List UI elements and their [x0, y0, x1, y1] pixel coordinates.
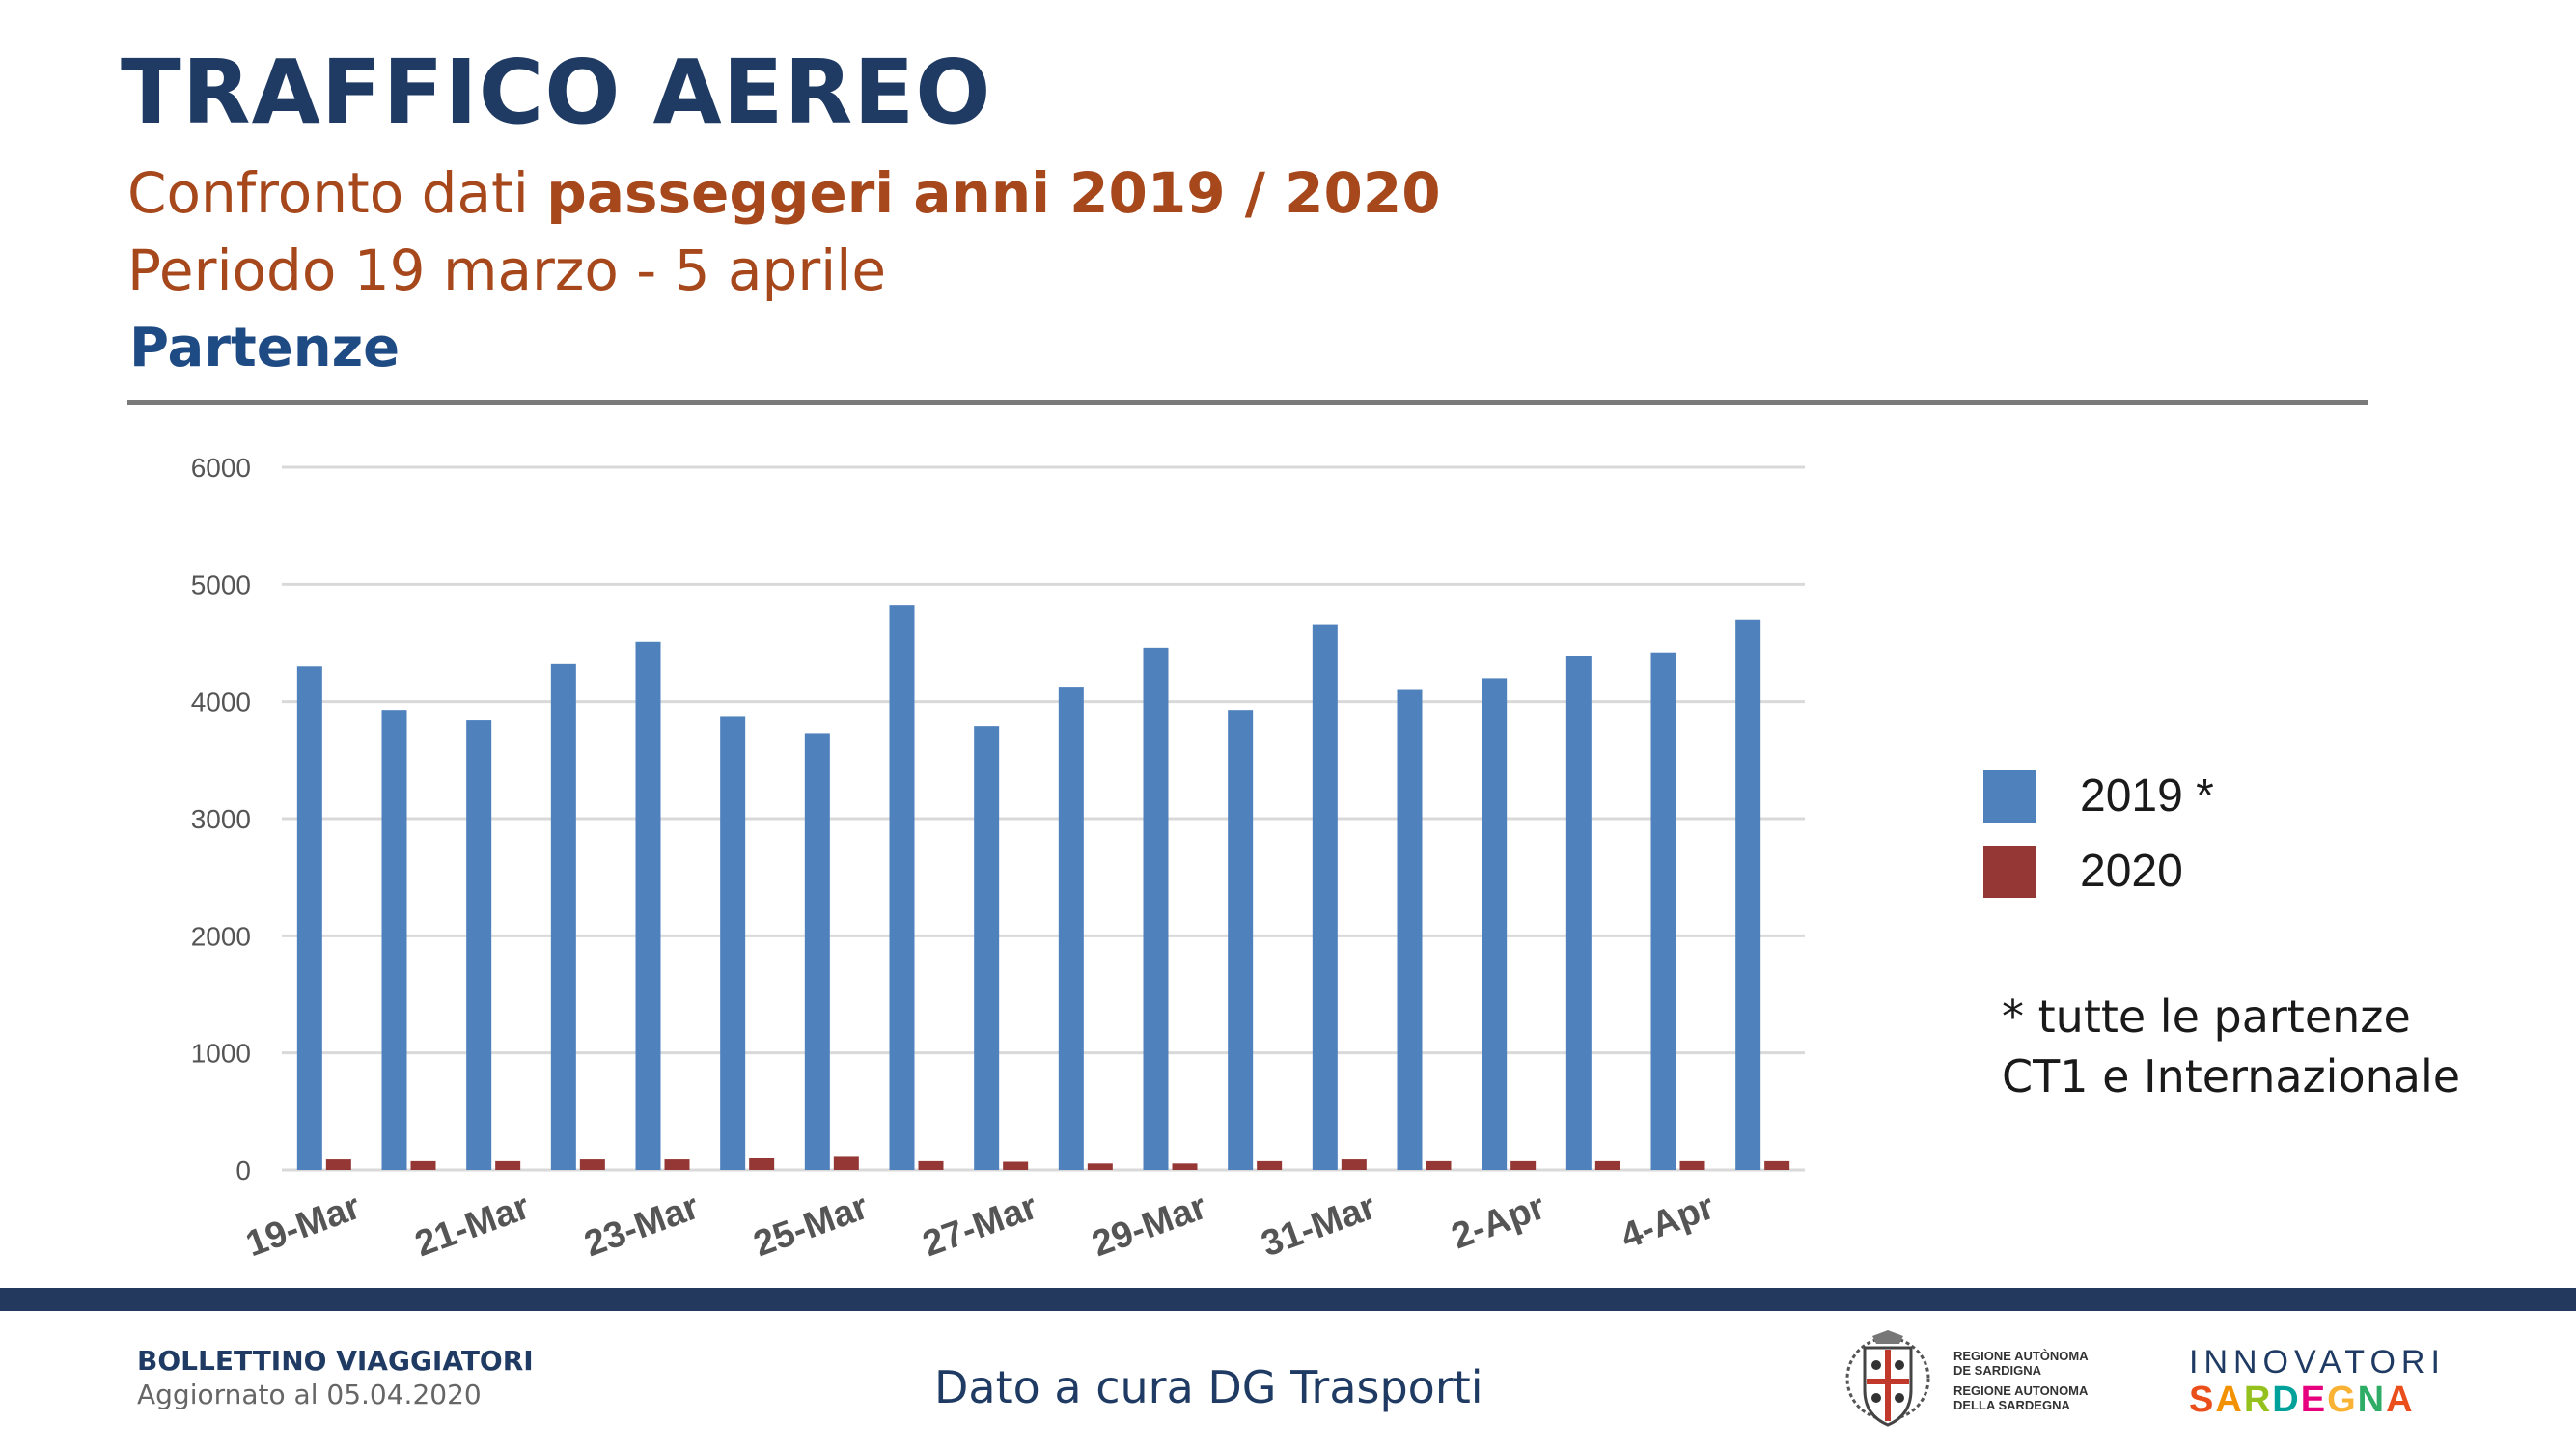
- ras-line-2: DE SARDIGNA: [1953, 1363, 2042, 1378]
- bulletin-title: BOLLETTINO VIAGGIATORI: [137, 1345, 534, 1377]
- coat-of-arms-icon: [1845, 1330, 1930, 1427]
- x-tick-label: 4-Apr: [1616, 1186, 1720, 1257]
- bar-2020: [1426, 1160, 1452, 1170]
- legend-swatch-2020: [1983, 845, 2036, 898]
- legend-swatch-2019: [1983, 769, 2036, 823]
- subtitle-prefix: Confronto dati: [127, 160, 547, 226]
- x-tick-label: 2-Apr: [1447, 1186, 1551, 1257]
- bar-2019: [1482, 678, 1508, 1170]
- x-tick-label: 31-Mar: [1256, 1186, 1381, 1265]
- bar-2019: [635, 641, 661, 1170]
- bar-2020: [1594, 1160, 1620, 1170]
- innovatori-text: INNOVATORI: [2189, 1344, 2446, 1381]
- regione-text: REGIONE AUTÒNOMA DE SARDIGNA REGIONE AUT…: [1953, 1349, 2089, 1412]
- bar-2020: [579, 1159, 605, 1170]
- y-tick-label: 4000: [191, 687, 251, 717]
- sardegna-letter: A: [2215, 1380, 2244, 1420]
- sardegna-letter: S: [2189, 1380, 2216, 1420]
- footnote-line-2: CT1 e Internazionale: [2002, 1050, 2461, 1102]
- x-tick-label: 23-Mar: [579, 1186, 705, 1265]
- ras-line-3: REGIONE AUTONOMA: [1953, 1383, 2089, 1398]
- y-tick-label: 0: [235, 1156, 251, 1186]
- legend-item-2019: 2019 *: [1983, 769, 2214, 823]
- sardegna-letter: N: [2357, 1380, 2387, 1420]
- footnote-line-1: * tutte le partenze: [2002, 991, 2411, 1043]
- sardegna-letter: A: [2386, 1380, 2415, 1420]
- sardegna-letter: E: [2300, 1380, 2328, 1420]
- legend-item-2020: 2020: [1983, 845, 2183, 898]
- y-tick-label: 6000: [191, 453, 251, 483]
- bar-2020: [1341, 1159, 1367, 1170]
- bar-2019: [1143, 647, 1169, 1170]
- bar-2019: [1735, 619, 1761, 1170]
- y-tick-label: 2000: [191, 921, 251, 951]
- y-tick-label: 5000: [191, 570, 251, 600]
- bar-2019: [466, 720, 492, 1170]
- bar-2020: [1003, 1161, 1029, 1170]
- bar-2020: [1764, 1160, 1790, 1170]
- bar-2020: [495, 1160, 521, 1170]
- page-title: TRAFFICO AEREO: [121, 41, 992, 144]
- bar-2020: [918, 1160, 944, 1170]
- bar-2020: [664, 1159, 690, 1170]
- bar-2019: [1228, 710, 1254, 1170]
- bar-2019: [296, 666, 322, 1170]
- bar-2019: [550, 663, 576, 1170]
- bar-2019: [720, 716, 746, 1170]
- x-tick-label: 19-Mar: [240, 1186, 366, 1265]
- bar-2020: [1257, 1160, 1283, 1170]
- bar-2020: [410, 1160, 436, 1170]
- bar-chart: 0 1000 2000 3000 4000 5000 6000 19-Mar 21-Mar 23…: [191, 453, 1805, 1265]
- sardegna-letter: D: [2272, 1380, 2301, 1420]
- bar-2020: [325, 1159, 351, 1170]
- chart-footnote: * tutte le partenze CT1 e Internazionale: [2002, 987, 2460, 1106]
- innovatori-sardegna-logo: INNOVATORI SARDEGNA: [2189, 1344, 2446, 1421]
- x-tick-label: 29-Mar: [1087, 1186, 1212, 1265]
- legend-label-2019: 2019 *: [2080, 770, 2214, 822]
- sardegna-letter: R: [2243, 1380, 2273, 1420]
- sardegna-letter: G: [2327, 1380, 2358, 1420]
- bar-2019: [1312, 624, 1338, 1170]
- bar-2020: [833, 1156, 859, 1170]
- bar-2019: [804, 733, 830, 1170]
- data-credit: Dato a cura DG Trasporti: [934, 1361, 1483, 1413]
- period-subtitle: Periodo 19 marzo - 5 aprile: [127, 237, 887, 303]
- subtitle: Confronto dati passeggeri anni 2019 / 20…: [127, 160, 1441, 226]
- legend-label-2020: 2020: [2080, 846, 2183, 897]
- x-tick-label: 21-Mar: [410, 1186, 536, 1265]
- bar-2020: [1172, 1163, 1198, 1170]
- bar-2019: [889, 605, 915, 1170]
- section-title: Partenze: [129, 317, 401, 379]
- x-tick-label: 25-Mar: [748, 1186, 873, 1265]
- ras-line-1: REGIONE AUTÒNOMA: [1953, 1349, 2089, 1363]
- bar-2019: [1058, 687, 1084, 1170]
- sardegna-text: SARDEGNA: [2189, 1380, 2446, 1421]
- bar-2020: [1087, 1163, 1113, 1170]
- subtitle-bold: passeggeri anni 2019 / 2020: [546, 160, 1441, 226]
- y-tick-label: 1000: [191, 1039, 251, 1069]
- bar-2020: [749, 1158, 775, 1170]
- bar-2020: [1679, 1160, 1705, 1170]
- bar-2019: [381, 710, 407, 1170]
- bar-2019: [1565, 656, 1592, 1170]
- header-divider: [127, 400, 2368, 405]
- regione-sardegna-logo: REGIONE AUTÒNOMA DE SARDIGNA REGIONE AUT…: [1843, 1330, 2089, 1431]
- bar-2020: [1510, 1160, 1537, 1170]
- ras-line-4: DELLA SARDEGNA: [1953, 1398, 2070, 1412]
- bar-2019: [1650, 652, 1676, 1170]
- bar-2019: [1397, 689, 1423, 1170]
- footer-band: [0, 1288, 2576, 1311]
- bulletin-date: Aggiornato al 05.04.2020: [137, 1379, 482, 1410]
- y-tick-label: 3000: [191, 804, 251, 834]
- bar-2019: [974, 726, 1000, 1170]
- x-tick-label: 27-Mar: [918, 1186, 1043, 1265]
